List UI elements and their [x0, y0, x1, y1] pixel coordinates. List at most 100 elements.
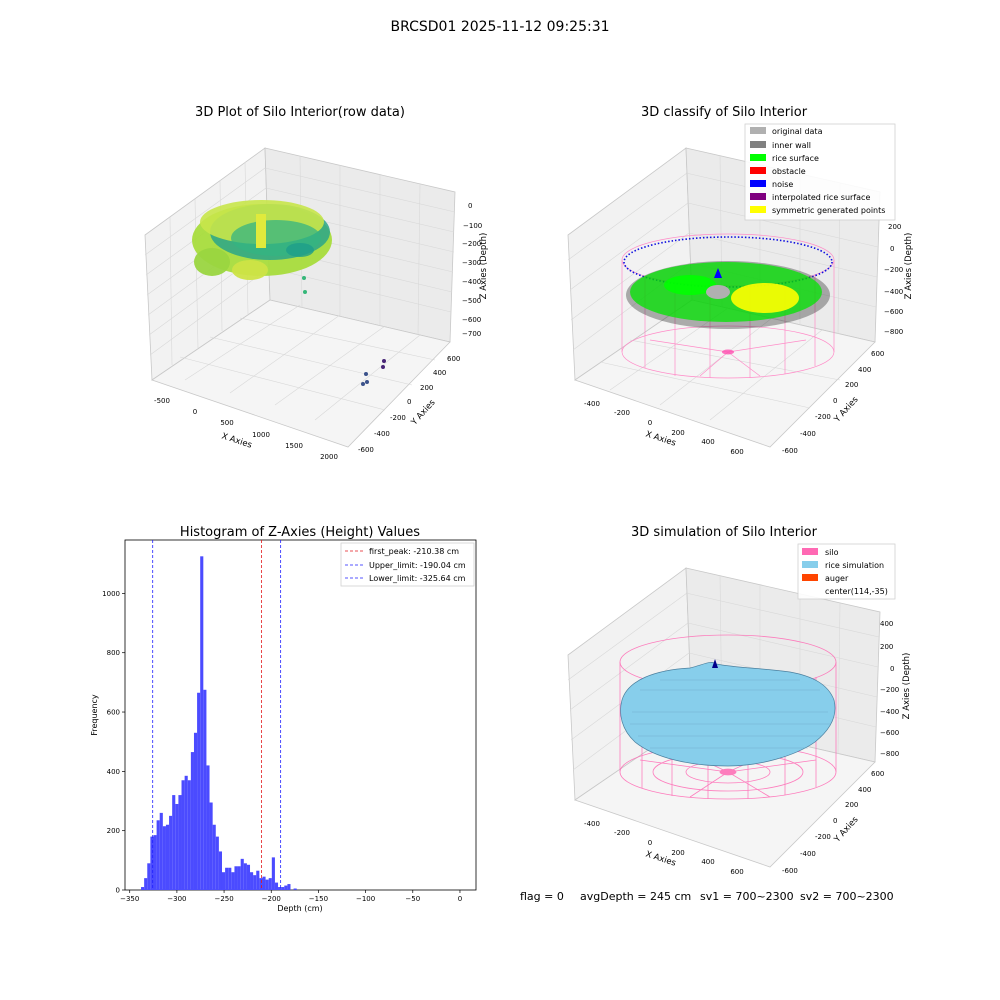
histogram-bar: [237, 866, 241, 890]
y-tick-label: 400: [107, 768, 120, 776]
histogram-bar: [206, 765, 210, 890]
status-footer: flag = 0 avgDepth = 245 cm sv1 = 700~230…: [520, 890, 894, 903]
panel-sim: 3D simulation of Silo Interior: [567, 525, 912, 876]
histogram-bar: [262, 876, 266, 890]
legend-label: interpolated rice surface: [772, 193, 870, 202]
legend-frame: [340, 542, 475, 587]
histogram-bar: [178, 795, 182, 890]
y-tick-label: 200: [420, 384, 433, 392]
histogram-bar: [175, 803, 179, 890]
histogram-bar: [172, 795, 176, 890]
panel-sim-legend: silo rice simulation auger center(114,-3…: [797, 543, 896, 600]
x-tick-label: -200: [614, 829, 630, 837]
histogram-bar: [253, 875, 257, 890]
legend-swatch: [750, 154, 766, 161]
histogram-bar: [203, 689, 207, 890]
histogram-bar: [250, 872, 254, 890]
legend-frame: [797, 543, 896, 600]
histogram-bar: [281, 887, 285, 890]
legend-swatch: [802, 548, 818, 555]
panel-sim-z-label: Z Axies (Depth): [902, 653, 912, 720]
panel-raw-y-label: Y Axies: [409, 397, 438, 428]
y-tick-label: 0: [407, 398, 411, 406]
histogram-bar: [268, 878, 272, 890]
panel-sim-rice-surface: [620, 662, 836, 767]
histogram-bar: [165, 824, 170, 890]
x-tick-label: −300: [167, 895, 186, 903]
x-tick-label: −250: [214, 895, 233, 903]
legend-label: center(114,-35): [825, 587, 888, 596]
panel-raw-y-ticks: -600 -400 -200 0 200 400 600: [358, 355, 460, 454]
x-tick-label: -500: [154, 397, 170, 405]
panel-classify: 3D classify of Silo Interior: [567, 105, 914, 456]
y-tick-label: 200: [845, 381, 858, 389]
y-tick-label: 0: [833, 397, 837, 405]
panel-classify-x-ticks: -400 -200 0 200 400 600: [584, 400, 744, 456]
histogram-bar: [234, 866, 238, 890]
legend-label: symmetric generated points: [772, 206, 885, 215]
z-tick-label: −600: [880, 729, 899, 737]
y-tick-label: -200: [390, 414, 406, 422]
legend-label: original data: [772, 127, 823, 136]
panel-raw-rice-cloud: [192, 200, 332, 280]
legend-swatch: [750, 193, 766, 200]
panel-histogram: Histogram of Z-Axies (Height) Values −35…: [90, 525, 477, 913]
x-tick-label: -400: [584, 400, 600, 408]
legend-label: auger: [825, 574, 849, 583]
panel-classify-axes-box: [567, 147, 881, 448]
panel-sim-surface-mesh: [630, 679, 830, 749]
legend-label: obstacle: [772, 167, 806, 176]
x-tick-label: 600: [730, 448, 743, 456]
z-tick-label: −600: [462, 316, 481, 324]
histogram-y-label: Frequency: [90, 694, 99, 736]
histogram-bar: [228, 867, 232, 890]
panel-raw-axes-box: [144, 147, 456, 448]
legend-label: first_peak: -210.38 cm: [369, 547, 459, 556]
histogram-bar: [225, 867, 229, 890]
panel-classify-noise-ring: [623, 236, 833, 288]
x-tick-label: 400: [701, 858, 714, 866]
panel-sim-auger-marker: [712, 659, 718, 668]
histogram-bar: [156, 820, 160, 890]
histogram-bar: [231, 872, 235, 890]
x-tick-label: -400: [584, 820, 600, 828]
histogram-reference-lines: [152, 540, 282, 890]
x-tick-label: 400: [701, 438, 714, 446]
z-tick-label: −800: [884, 328, 903, 336]
y-tick-label: -600: [782, 867, 798, 875]
legend-swatch: [802, 561, 818, 568]
histogram-bar: [246, 864, 251, 890]
histogram-bar: [215, 836, 219, 890]
y-tick-label: -200: [815, 833, 831, 841]
histogram-bar: [141, 887, 145, 890]
z-tick-label: 200: [880, 643, 893, 651]
panel-classify-z-label: Z Axies (Depth): [904, 233, 914, 300]
legend-swatch: [750, 206, 766, 213]
x-tick-label: 0: [648, 419, 652, 427]
legend-label: rice surface: [772, 154, 819, 163]
panel-sim-title: 3D simulation of Silo Interior: [631, 525, 818, 540]
y-tick-label: -600: [782, 447, 798, 455]
x-tick-label: 0: [648, 839, 652, 847]
y-tick-label: -400: [800, 850, 816, 858]
y-tick-label: 0: [833, 817, 837, 825]
y-tick-label: 400: [858, 366, 871, 374]
x-tick-label: -200: [614, 409, 630, 417]
y-tick-label: -400: [800, 430, 816, 438]
histogram-bar: [287, 884, 291, 890]
histogram-bar: [209, 802, 213, 890]
panel-raw-outliers: [302, 276, 386, 386]
x-tick-label: −50: [405, 895, 420, 903]
histogram-bar: [218, 851, 222, 890]
x-tick-label: −100: [356, 895, 375, 903]
histogram-bar: [147, 863, 151, 890]
y-tick-label: 400: [433, 369, 446, 377]
y-tick-label: 600: [871, 770, 884, 778]
histogram-legend: first_peak: -210.38 cm Upper_limit: -190…: [340, 542, 475, 587]
x-tick-label: 200: [671, 849, 684, 857]
z-tick-label: −800: [880, 750, 899, 758]
histogram-bar: [271, 857, 275, 890]
legend-swatch: [750, 167, 766, 174]
histogram-bar: [159, 812, 163, 890]
